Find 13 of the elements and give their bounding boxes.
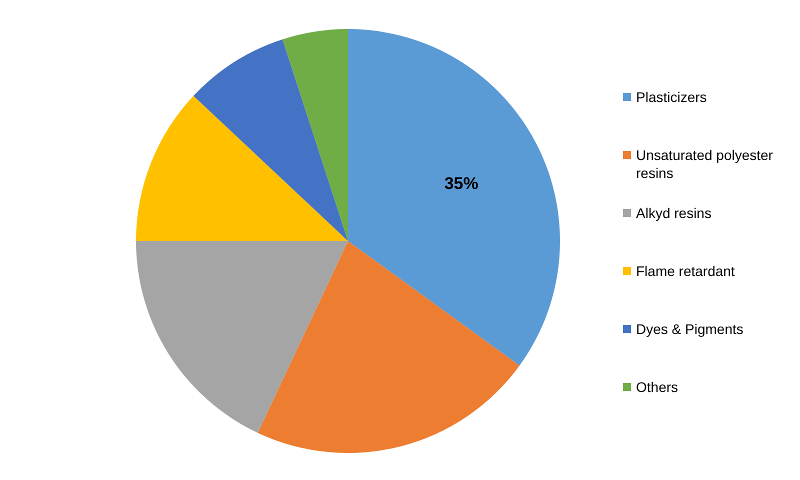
pie-slice <box>348 29 560 366</box>
legend-label: Alkyd resins <box>636 204 712 222</box>
legend-label: Unsaturated polyester resins <box>636 146 774 182</box>
pie-slice <box>136 241 348 433</box>
pie-slice <box>282 29 348 241</box>
legend-label: Dyes & Pigments <box>636 320 744 338</box>
pie-slice <box>258 241 520 453</box>
data-label: 35% <box>444 174 478 193</box>
pie-slice <box>193 39 348 241</box>
legend-label: Others <box>636 378 678 396</box>
legend-label: Plasticizers <box>636 88 707 106</box>
legend-label: Flame retardant <box>636 262 735 280</box>
pie-slice <box>136 96 348 241</box>
